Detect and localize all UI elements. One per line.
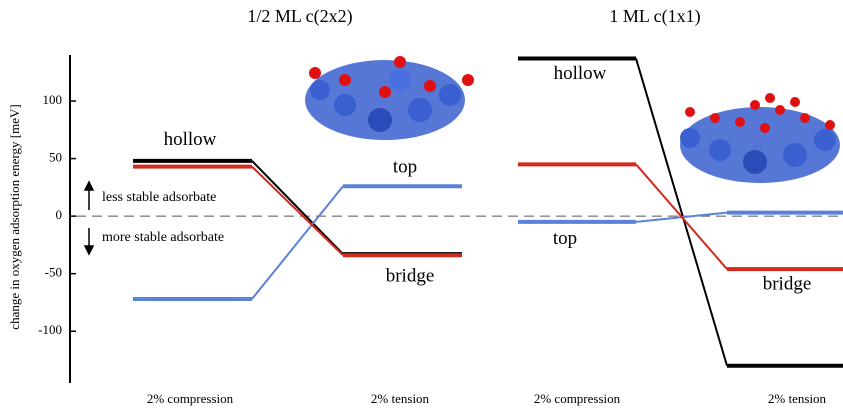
connector (252, 161, 343, 254)
panel-title: 1 ML c(1x1) (609, 6, 700, 27)
annotation: more stable adsorbate (102, 230, 224, 245)
series-label: top (553, 228, 577, 249)
y-tick-label: 50 (49, 150, 62, 165)
arrows (85, 182, 93, 254)
y-axis-label: change in oxygen adsorption energy [meV] (7, 104, 22, 329)
connector (636, 164, 727, 269)
x-tick-label: 2% compression (147, 391, 234, 406)
y-tick-label: 0 (56, 207, 63, 222)
panel-title: 1/2 ML c(2x2) (247, 6, 352, 27)
series-label: bridge (386, 266, 435, 287)
series-label: hollow (164, 129, 217, 150)
series-label: bridge (763, 273, 812, 294)
x-tick-label: 2% compression (534, 391, 621, 406)
y-tick-label: 100 (43, 92, 63, 107)
series-label: hollow (554, 63, 607, 84)
series-label: top (393, 157, 417, 178)
annotation: less stable adsorbate (102, 190, 216, 205)
x-tick-label: 2% tension (768, 391, 827, 406)
y-tick-label: -100 (38, 322, 62, 337)
connector (636, 58, 727, 365)
x-tick-label: 2% tension (371, 391, 430, 406)
y-tick-label: -50 (45, 265, 62, 280)
chart: 1/2 ML c(2x2) 1 ML c(1x1) change in oxyg… (0, 0, 843, 408)
